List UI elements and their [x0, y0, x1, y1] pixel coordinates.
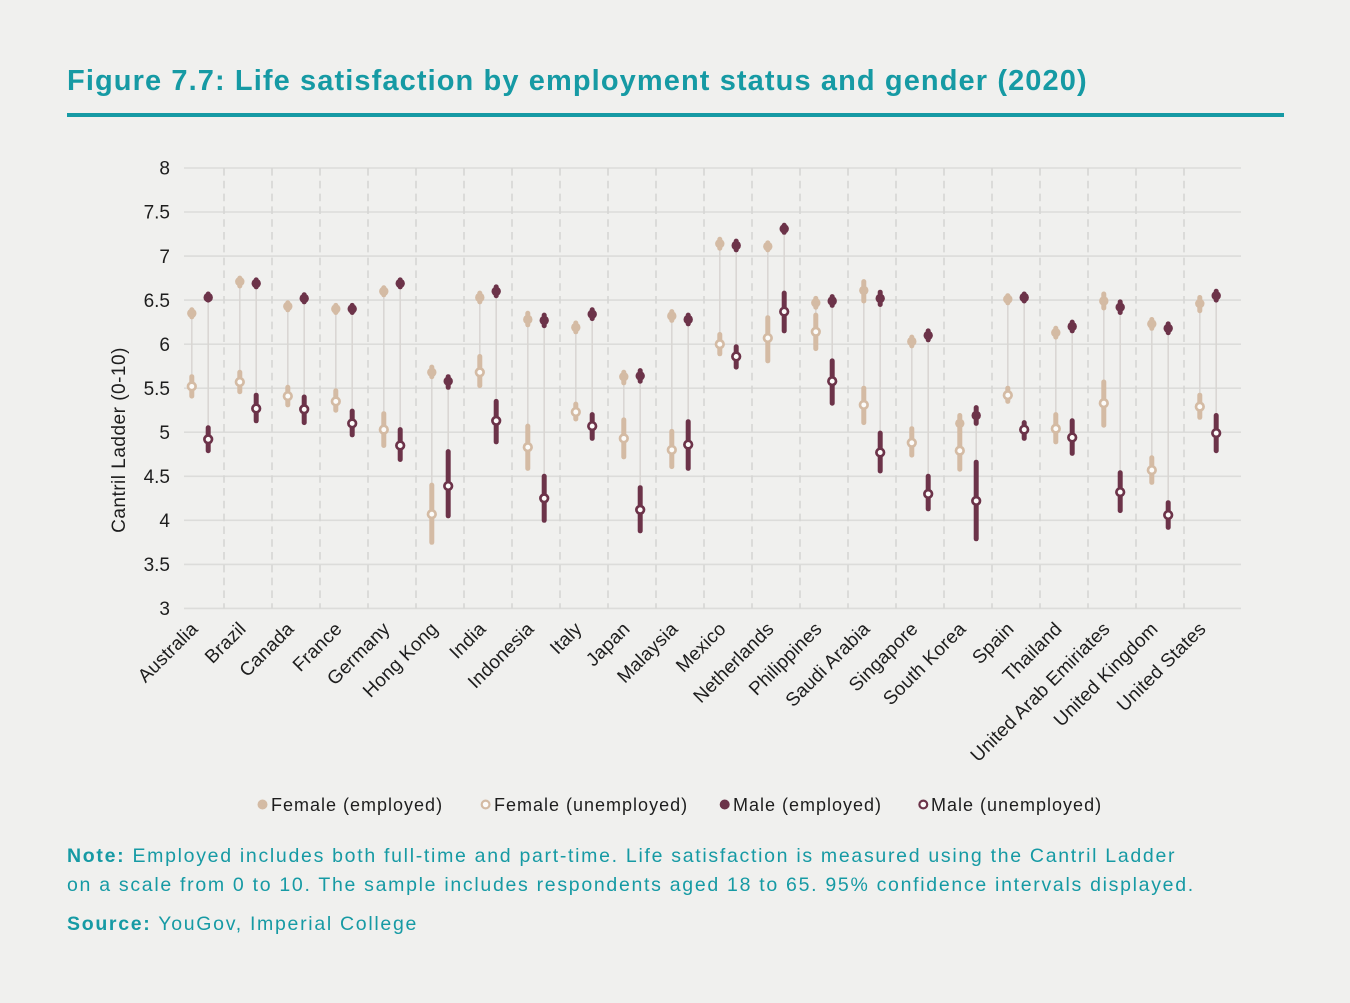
svg-text:5: 5 — [159, 423, 170, 444]
svg-text:Australia: Australia — [134, 619, 203, 688]
svg-text:7: 7 — [159, 247, 170, 268]
svg-text:4: 4 — [159, 511, 170, 532]
svg-text:7.5: 7.5 — [144, 203, 170, 224]
svg-text:Male (employed): Male (employed) — [733, 795, 882, 815]
svg-text:Male (unemployed): Male (unemployed) — [931, 795, 1102, 815]
svg-text:Female (unemployed): Female (unemployed) — [494, 795, 688, 815]
svg-text:6.5: 6.5 — [144, 291, 170, 312]
svg-text:Italy: Italy — [546, 618, 586, 658]
svg-text:5.5: 5.5 — [144, 379, 170, 400]
svg-text:8: 8 — [159, 159, 170, 180]
svg-text:Cantril Ladder (0-10): Cantril Ladder (0-10) — [109, 347, 130, 533]
svg-text:3: 3 — [159, 599, 170, 620]
svg-text:4.5: 4.5 — [144, 467, 170, 488]
svg-text:6: 6 — [159, 335, 170, 356]
svg-text:India: India — [446, 619, 491, 664]
svg-text:3.5: 3.5 — [144, 555, 170, 576]
svg-text:Canada: Canada — [236, 619, 299, 682]
svg-text:Female (employed): Female (employed) — [271, 795, 443, 815]
